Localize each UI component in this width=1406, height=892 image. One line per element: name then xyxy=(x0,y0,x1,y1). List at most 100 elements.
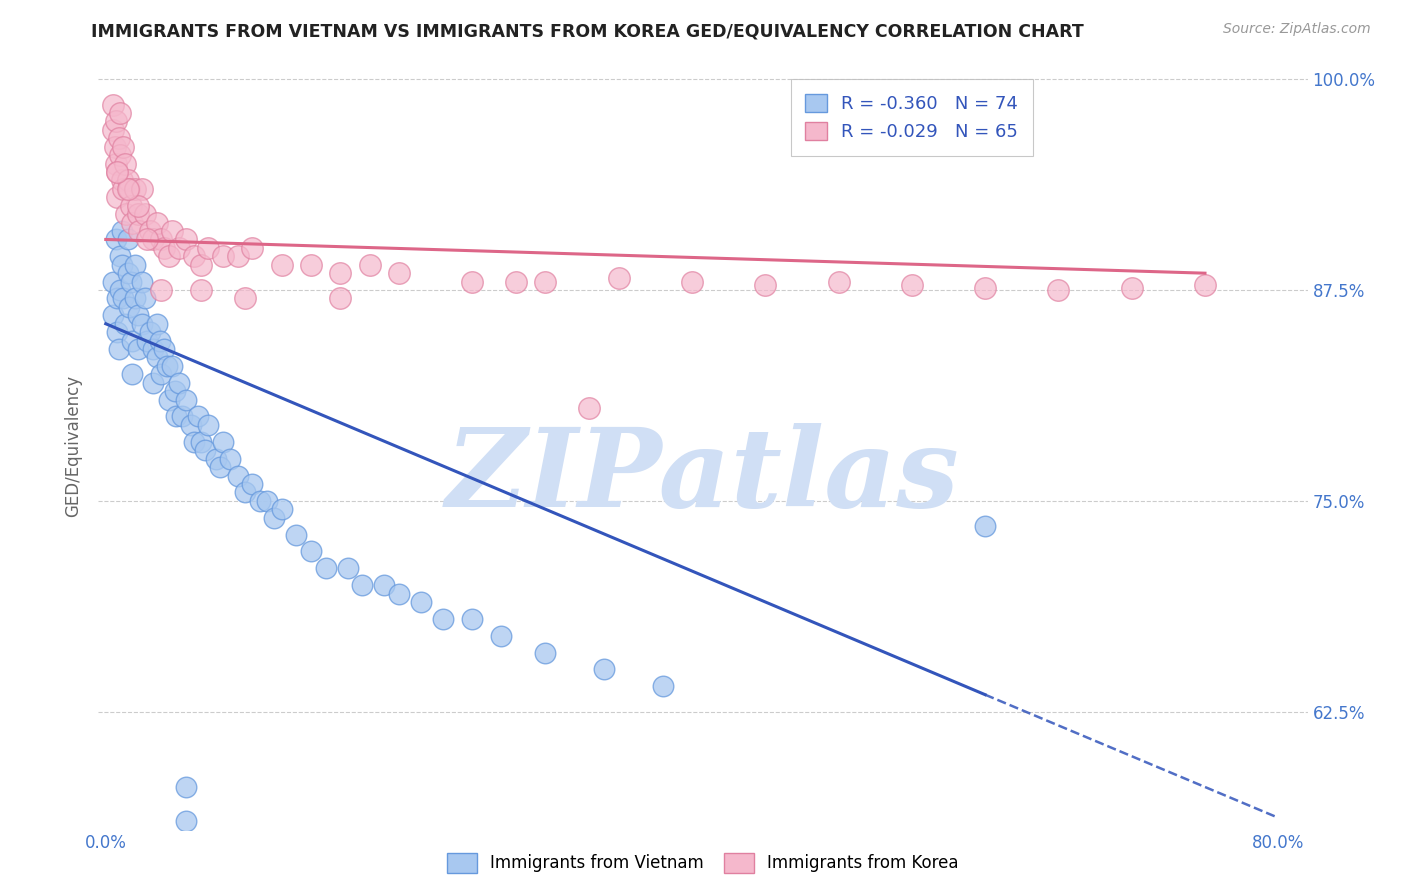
Point xyxy=(373,578,395,592)
Point xyxy=(212,249,235,263)
Point xyxy=(388,586,411,600)
Point xyxy=(534,646,557,660)
Point xyxy=(134,207,156,221)
Point xyxy=(138,325,160,339)
Point xyxy=(117,182,139,196)
Point xyxy=(204,451,226,466)
Point xyxy=(107,190,129,204)
Point xyxy=(299,544,322,558)
Point xyxy=(183,434,205,449)
Point xyxy=(146,317,169,331)
Point xyxy=(108,342,131,356)
Point xyxy=(1047,283,1070,297)
Point xyxy=(142,376,165,390)
Point xyxy=(209,460,232,475)
Point xyxy=(157,249,180,263)
Point xyxy=(135,334,157,348)
Point xyxy=(1121,281,1143,295)
Point xyxy=(183,249,205,263)
Point xyxy=(315,561,337,575)
Point xyxy=(124,182,146,196)
Point xyxy=(170,409,193,424)
Point xyxy=(249,493,271,508)
Point xyxy=(146,216,169,230)
Point xyxy=(270,502,292,516)
Point xyxy=(388,266,411,280)
Point xyxy=(124,258,146,272)
Point xyxy=(901,277,924,292)
Point xyxy=(127,207,149,221)
Point xyxy=(263,510,285,524)
Point xyxy=(681,275,703,289)
Point xyxy=(974,519,997,533)
Point xyxy=(103,140,125,154)
Point xyxy=(101,309,124,323)
Point xyxy=(219,451,242,466)
Point xyxy=(121,368,143,382)
Point xyxy=(461,275,484,289)
Point xyxy=(578,401,600,415)
Text: IMMIGRANTS FROM VIETNAM VS IMMIGRANTS FROM KOREA GED/EQUIVALENCY CORRELATION CHA: IMMIGRANTS FROM VIETNAM VS IMMIGRANTS FR… xyxy=(91,22,1084,40)
Point xyxy=(110,148,132,162)
Point xyxy=(651,679,673,693)
Point xyxy=(359,258,381,272)
Text: ZIPatlas: ZIPatlas xyxy=(446,423,960,531)
Point xyxy=(226,249,249,263)
Legend: R = -0.360   N = 74, R = -0.029   N = 65: R = -0.360 N = 74, R = -0.029 N = 65 xyxy=(790,79,1032,156)
Point xyxy=(432,612,454,626)
Point xyxy=(607,271,630,285)
Point xyxy=(190,258,212,272)
Point xyxy=(115,207,138,221)
Point xyxy=(156,359,179,373)
Point xyxy=(114,317,136,331)
Point xyxy=(329,266,352,280)
Point xyxy=(336,561,359,575)
Point xyxy=(127,309,149,323)
Point xyxy=(127,199,149,213)
Point xyxy=(197,417,219,432)
Point xyxy=(505,275,527,289)
Point xyxy=(197,241,219,255)
Point xyxy=(176,392,198,407)
Point xyxy=(176,780,198,795)
Point xyxy=(157,392,180,407)
Point xyxy=(101,123,124,137)
Point xyxy=(153,241,176,255)
Point xyxy=(534,275,557,289)
Point xyxy=(491,629,513,643)
Point xyxy=(114,156,136,170)
Point xyxy=(1194,277,1216,292)
Point xyxy=(142,342,165,356)
Point xyxy=(240,477,263,491)
Point xyxy=(142,232,165,246)
Point xyxy=(256,493,278,508)
Point xyxy=(176,814,198,829)
Point xyxy=(285,527,308,541)
Point xyxy=(105,232,128,246)
Point xyxy=(105,156,128,170)
Point xyxy=(101,97,124,112)
Point xyxy=(112,140,135,154)
Point xyxy=(409,595,432,609)
Point xyxy=(131,317,153,331)
Point xyxy=(110,249,132,263)
Point xyxy=(107,292,129,306)
Point xyxy=(131,182,153,196)
Point xyxy=(827,275,849,289)
Point xyxy=(180,417,202,432)
Point xyxy=(124,292,146,306)
Point xyxy=(121,216,143,230)
Point xyxy=(176,232,198,246)
Point xyxy=(107,325,129,339)
Point xyxy=(105,114,128,128)
Point xyxy=(163,384,186,399)
Point xyxy=(226,468,249,483)
Point xyxy=(150,283,173,297)
Point xyxy=(131,275,153,289)
Point xyxy=(108,131,131,145)
Point xyxy=(112,182,135,196)
Point xyxy=(149,334,172,348)
Point xyxy=(160,359,183,373)
Point xyxy=(167,241,190,255)
Point xyxy=(754,277,776,292)
